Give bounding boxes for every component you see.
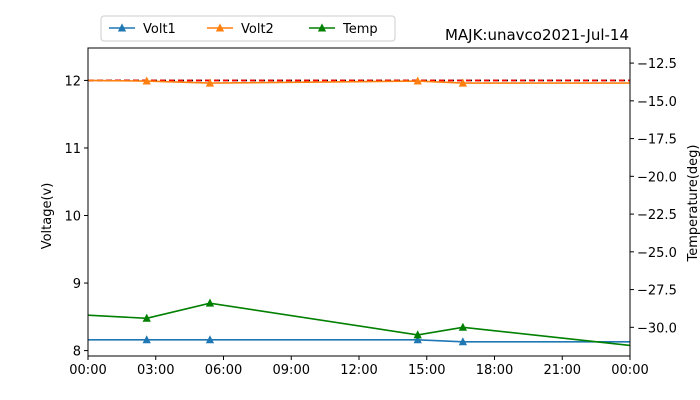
legend-label: Volt1 <box>143 22 176 37</box>
x-tick-label: 18:00 <box>476 363 513 378</box>
y-tick-label: 10 <box>64 210 81 225</box>
x-tick-label: 06:00 <box>205 363 242 378</box>
plot-frame <box>87 47 631 357</box>
series-lines <box>87 79 631 347</box>
data-point-temp <box>205 298 215 307</box>
data-point-volt2 <box>413 76 422 85</box>
legend-marker <box>117 23 127 32</box>
legend: Volt1 Volt2 Temp <box>100 15 396 42</box>
data-point-temp <box>142 313 151 322</box>
chart-title: MAJK:unavco2021-Jul-14 <box>445 26 629 44</box>
y2-tick-label: −12.5 <box>637 57 677 72</box>
x-tick-label: 15:00 <box>408 363 445 378</box>
y-axis-left: 8 9 10 11 12 <box>64 74 88 360</box>
data-point-volt1 <box>205 335 215 344</box>
y-tick-label: 12 <box>64 74 81 89</box>
series-line-volt1 <box>88 338 630 343</box>
legend-marker <box>317 23 327 32</box>
data-point-volt2 <box>205 78 215 87</box>
y-axis-label: Voltage(v) <box>40 183 55 250</box>
y2-tick-label: −30.0 <box>637 321 677 336</box>
data-point-volt1 <box>413 335 422 344</box>
x-axis: 00:00 03:00 06:00 09:00 12:00 15:00 18:00 21:00… <box>69 356 649 378</box>
y2-axis-label: Temperature(deg) <box>686 145 700 263</box>
y2-tick-label: −15.0 <box>637 95 677 110</box>
x-tick-label: 03:00 <box>137 363 174 378</box>
data-point-temp <box>413 330 422 339</box>
x-tick-label: 21:00 <box>544 363 581 378</box>
legend-label: Temp <box>342 22 378 37</box>
y2-tick-label: −22.5 <box>637 208 677 223</box>
series-line-volt2 <box>87 79 630 84</box>
legend-frame <box>100 15 396 42</box>
y-tick-label: 11 <box>64 142 81 157</box>
data-point-volt2 <box>458 78 468 87</box>
data-point-volt1 <box>142 335 151 344</box>
y2-tick-label: −17.5 <box>637 133 677 148</box>
legend-marker <box>215 23 225 32</box>
data-point-volt2 <box>142 76 151 85</box>
data-point-temp <box>458 322 468 331</box>
y2-tick-label: −20.0 <box>637 170 677 185</box>
y-tick-label: 8 <box>73 345 81 360</box>
x-tick-label: 12:00 <box>340 363 377 378</box>
y2-tick-label: −25.0 <box>637 246 677 261</box>
x-tick-label: 00:00 <box>69 363 106 378</box>
y-tick-label: 9 <box>73 277 81 292</box>
x-tick-label: 00:00 <box>611 363 648 378</box>
series-markers <box>142 76 468 346</box>
legend-label: Volt2 <box>241 22 274 37</box>
series-line-temp <box>87 302 631 347</box>
y-axis-right: −30.0 −27.5 −25.0 −22.5 −20.0 −17.5 −15.0 −12.5 <box>630 57 677 336</box>
data-point-volt1 <box>458 337 468 346</box>
x-tick-label: 09:00 <box>273 363 310 378</box>
y2-tick-label: −27.5 <box>637 284 677 299</box>
